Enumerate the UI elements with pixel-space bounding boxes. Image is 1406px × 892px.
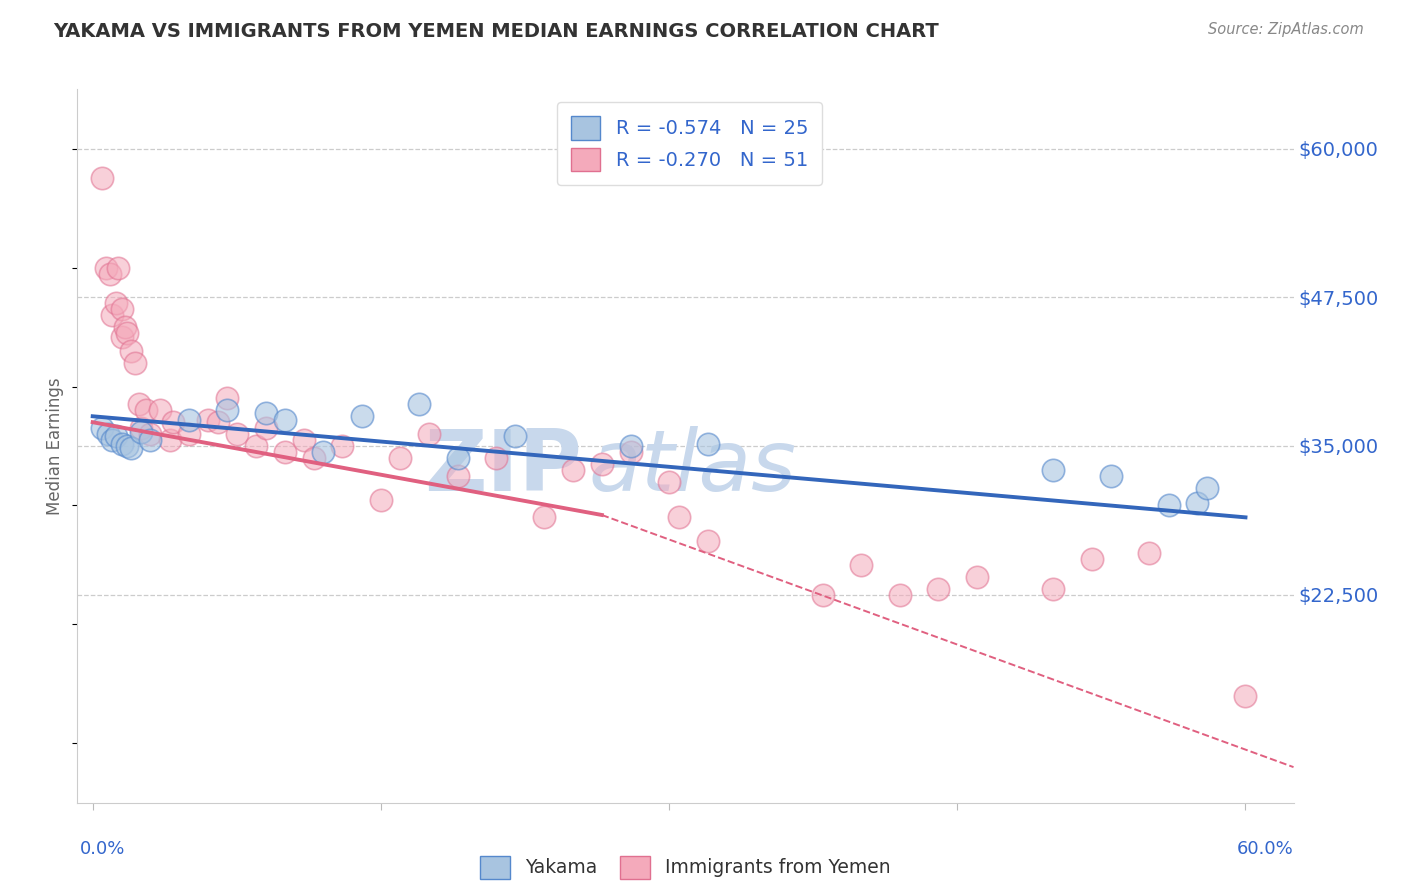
Point — [94, 260, 117, 275]
Point — [110, 329, 132, 343]
Point — [117, 439, 139, 453]
Point — [1234, 689, 1257, 703]
Point — [97, 427, 120, 442]
Point — [927, 582, 949, 596]
Point — [117, 326, 139, 340]
Point — [217, 403, 239, 417]
Point — [292, 433, 315, 447]
Point — [620, 439, 643, 453]
Point — [120, 442, 142, 456]
Point — [312, 445, 335, 459]
Point — [389, 450, 412, 465]
Point — [101, 433, 124, 447]
Point — [658, 475, 681, 489]
Point — [1081, 552, 1104, 566]
Point — [245, 439, 267, 453]
Point — [696, 436, 718, 450]
Point — [254, 406, 277, 420]
Point — [91, 421, 114, 435]
Point — [139, 433, 162, 447]
Point — [104, 296, 127, 310]
Point — [225, 427, 247, 442]
Point — [177, 427, 200, 442]
Point — [124, 356, 146, 370]
Point — [1139, 546, 1161, 560]
Point — [91, 171, 114, 186]
Point — [110, 302, 132, 317]
Point — [332, 439, 354, 453]
Point — [1157, 499, 1180, 513]
Point — [110, 436, 132, 450]
Point — [668, 510, 690, 524]
Point — [851, 558, 873, 572]
Point — [114, 320, 136, 334]
Point — [128, 397, 150, 411]
Text: Source: ZipAtlas.com: Source: ZipAtlas.com — [1208, 22, 1364, 37]
Text: atlas: atlas — [588, 425, 796, 509]
Point — [811, 588, 834, 602]
Point — [1187, 496, 1209, 510]
Point — [254, 421, 277, 435]
Point — [101, 308, 124, 322]
Point — [418, 427, 440, 442]
Point — [149, 403, 172, 417]
Legend: R = -0.574   N = 25, R = -0.270   N = 51: R = -0.574 N = 25, R = -0.270 N = 51 — [557, 103, 821, 185]
Point — [207, 415, 229, 429]
Point — [485, 450, 508, 465]
Point — [274, 445, 297, 459]
Point — [966, 570, 988, 584]
Point — [620, 445, 643, 459]
Text: ZIP: ZIP — [425, 425, 582, 509]
Point — [135, 403, 157, 417]
Point — [302, 450, 325, 465]
Point — [197, 413, 219, 427]
Point — [104, 429, 127, 443]
Point — [505, 429, 527, 443]
Point — [139, 427, 162, 442]
Point — [408, 397, 430, 411]
Point — [889, 588, 911, 602]
Point — [562, 463, 585, 477]
Point — [1099, 468, 1122, 483]
Y-axis label: Median Earnings: Median Earnings — [46, 377, 65, 515]
Point — [1042, 463, 1064, 477]
Point — [533, 510, 555, 524]
Text: YAKAMA VS IMMIGRANTS FROM YEMEN MEDIAN EARNINGS CORRELATION CHART: YAKAMA VS IMMIGRANTS FROM YEMEN MEDIAN E… — [53, 22, 939, 41]
Point — [1042, 582, 1064, 596]
Point — [447, 468, 470, 483]
Point — [162, 415, 184, 429]
Point — [177, 413, 200, 427]
Point — [129, 425, 152, 439]
Point — [447, 450, 470, 465]
Point — [217, 392, 239, 406]
Point — [129, 421, 152, 435]
Point — [370, 492, 392, 507]
Point — [98, 267, 121, 281]
Point — [274, 413, 297, 427]
Point — [696, 534, 718, 549]
Point — [591, 457, 613, 471]
Point — [350, 409, 373, 424]
Text: 60.0%: 60.0% — [1237, 840, 1294, 858]
Point — [159, 433, 181, 447]
Point — [1197, 481, 1219, 495]
Point — [120, 343, 142, 358]
Text: 0.0%: 0.0% — [80, 840, 125, 858]
Point — [107, 260, 129, 275]
